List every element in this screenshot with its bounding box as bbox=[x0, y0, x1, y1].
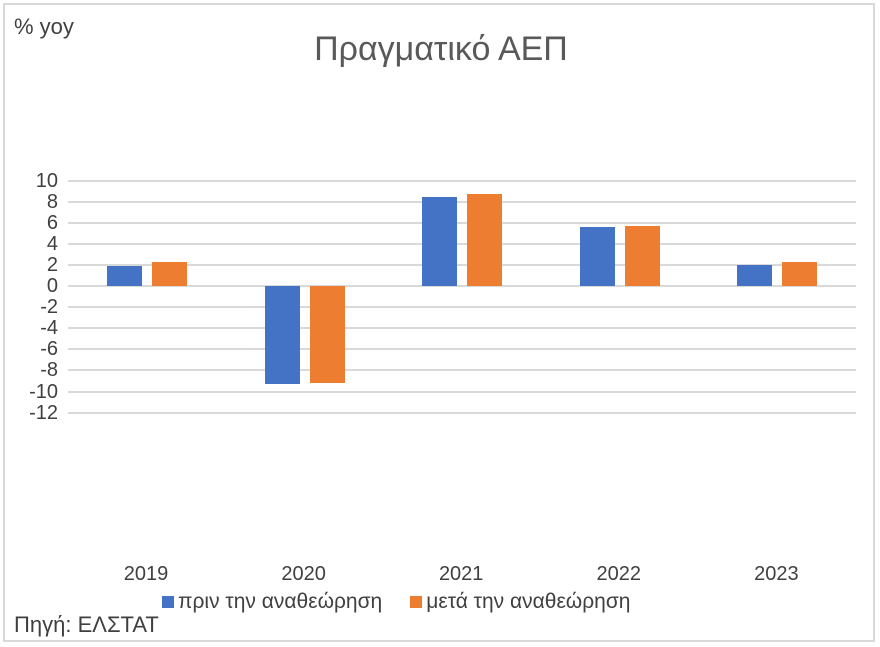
x-tick-label: 2019 bbox=[123, 563, 169, 585]
gridline bbox=[68, 327, 856, 330]
bar-2020-series-0 bbox=[264, 286, 300, 385]
gridline bbox=[68, 263, 856, 266]
gridline bbox=[68, 285, 856, 287]
y-tick-label: 8 bbox=[46, 190, 58, 213]
bar-2021-series-0 bbox=[422, 197, 458, 286]
y-tick-label: 10 bbox=[35, 169, 58, 192]
legend-label: μετά την αναθεώρηση bbox=[426, 590, 631, 613]
y-tick-label: -6 bbox=[40, 338, 58, 361]
y-tick-label: 0 bbox=[46, 275, 58, 297]
chart-frame bbox=[3, 3, 875, 642]
y-tick-label: -8 bbox=[40, 359, 58, 382]
y-tick-label: 2 bbox=[46, 253, 58, 276]
y-tick-label: 6 bbox=[46, 211, 58, 234]
y-axis-label: % yoy bbox=[14, 14, 74, 39]
y-tick-label: -12 bbox=[29, 401, 58, 424]
legend: πριν την αναθεώρηση μετά την αναθεώρηση bbox=[162, 590, 658, 614]
x-tick-label: 2021 bbox=[438, 563, 484, 585]
bar-2022-series-0 bbox=[579, 226, 615, 286]
gridline bbox=[68, 390, 856, 393]
x-tick-label: 2023 bbox=[754, 563, 799, 585]
bar-2021-series-1 bbox=[467, 194, 503, 286]
bar-2023-series-0 bbox=[737, 264, 773, 286]
chart-title: Πραγματικό ΑΕΠ bbox=[314, 30, 568, 68]
gridline bbox=[68, 411, 856, 414]
y-tick-label: -2 bbox=[40, 296, 58, 319]
legend-item-after: μετά την αναθεώρηση bbox=[410, 590, 630, 614]
bar-2022-series-1 bbox=[624, 225, 660, 286]
gridline bbox=[68, 348, 856, 351]
bar-2020-series-1 bbox=[309, 286, 345, 384]
x-tick-label: 2022 bbox=[596, 563, 642, 585]
x-tick-label: 2020 bbox=[281, 563, 326, 585]
gridline bbox=[68, 369, 856, 372]
source-note: Πηγή: ΕΛΣΤΑΤ bbox=[14, 612, 159, 637]
legend-swatch-orange bbox=[410, 596, 423, 608]
y-tick-label: 4 bbox=[46, 232, 58, 255]
y-tick-label: -4 bbox=[40, 317, 58, 340]
legend-item-before: πριν την αναθεώρηση bbox=[162, 590, 382, 614]
gridline bbox=[68, 200, 856, 203]
bar-2019-series-0 bbox=[107, 265, 142, 286]
gridline bbox=[68, 306, 856, 309]
legend-swatch-blue bbox=[162, 596, 174, 608]
legend-label: πριν την αναθεώρηση bbox=[178, 590, 383, 613]
gridline bbox=[68, 221, 856, 224]
bar-2023-series-1 bbox=[782, 261, 818, 286]
bar-2019-series-1 bbox=[152, 261, 187, 286]
gridline bbox=[68, 179, 856, 182]
gridline bbox=[68, 242, 856, 245]
y-tick-label: -10 bbox=[29, 380, 58, 403]
plot-area bbox=[68, 0, 856, 647]
